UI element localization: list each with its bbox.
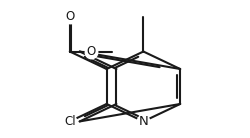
Text: N: N	[138, 115, 148, 128]
Text: Cl: Cl	[64, 115, 76, 128]
Text: O: O	[65, 10, 74, 23]
Text: O: O	[86, 45, 96, 58]
